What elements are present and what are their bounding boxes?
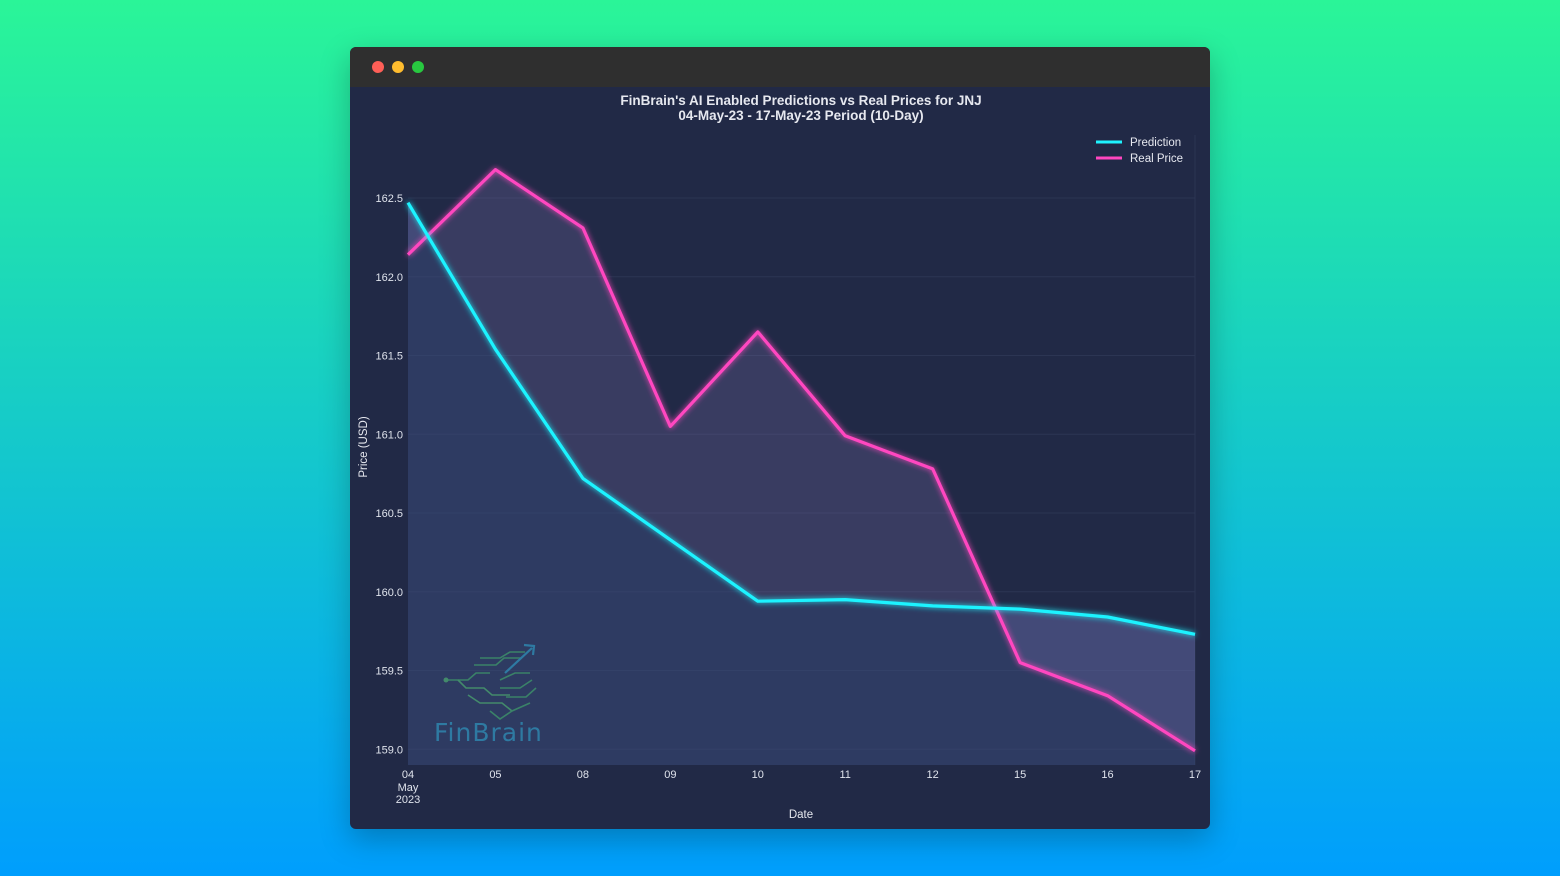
y-tick-label: 161.0 <box>375 429 403 441</box>
chart-title: FinBrain's AI Enabled Predictions vs Rea… <box>620 93 981 108</box>
brain-circuit-icon <box>447 643 537 720</box>
area-fills <box>408 169 1195 765</box>
y-tick-label: 159.5 <box>375 666 403 678</box>
y-axis-ticks: 159.0 159.5 160.0 160.5 161.0 161.5 162.0 162.5 <box>375 193 403 756</box>
real-price-point[interactable] <box>581 226 585 230</box>
y-tick-label: 159.0 <box>375 744 403 756</box>
real-price-point[interactable] <box>931 467 935 471</box>
close-button[interactable] <box>372 61 384 73</box>
x-tick-label-extra: 2023 <box>396 794 420 806</box>
series-lines <box>406 168 1197 753</box>
x-tick-label: 09 <box>664 769 676 781</box>
prediction-line[interactable] <box>406 201 1196 636</box>
real-price-point[interactable] <box>493 168 497 172</box>
prediction-point[interactable] <box>931 604 935 608</box>
prediction-point[interactable] <box>493 347 497 351</box>
x-tick-label: 15 <box>1014 769 1026 781</box>
prediction-gap-area <box>408 169 1195 751</box>
legend: Prediction Real Price <box>1096 137 1183 165</box>
x-tick-label: 16 <box>1101 769 1113 781</box>
x-tick-label: 04 <box>402 769 414 781</box>
prediction-point[interactable] <box>1018 607 1022 611</box>
x-tick-label: 05 <box>489 769 501 781</box>
price-chart: FinBrain's AI Enabled Predictions vs Rea… <box>358 93 1201 821</box>
legend-label-prediction[interactable]: Prediction <box>1130 137 1181 149</box>
real-price-point[interactable] <box>756 330 760 334</box>
finbrain-logo: FinBrain <box>434 643 543 747</box>
x-tick-label: 11 <box>840 769 851 781</box>
chart-window: FinBrain's AI Enabled Predictions vs Rea… <box>350 47 1210 829</box>
prediction-point[interactable] <box>668 538 672 542</box>
real-price-point[interactable] <box>668 424 672 428</box>
y-tick-label: 160.0 <box>375 587 403 599</box>
maximize-button[interactable] <box>412 61 424 73</box>
real-price-point[interactable] <box>1193 749 1197 753</box>
prediction-area <box>408 202 1195 765</box>
prediction-point[interactable] <box>843 598 847 602</box>
x-axis-label: Date <box>789 809 813 821</box>
x-tick-label: 08 <box>577 769 589 781</box>
chart-subtitle: 04-May-23 - 17-May-23 Period (10-Day) <box>678 108 923 123</box>
y-tick-label: 162.5 <box>375 193 403 205</box>
y-tick-label: 160.5 <box>375 508 403 520</box>
real-price-point[interactable] <box>1018 661 1022 665</box>
real-price-point[interactable] <box>1106 694 1110 698</box>
real-price-point[interactable] <box>843 434 847 438</box>
x-tick-label: 12 <box>927 769 939 781</box>
x-tick-label: 17 <box>1189 769 1201 781</box>
real-price-line[interactable] <box>406 168 1196 753</box>
prediction-point[interactable] <box>1193 632 1197 636</box>
prediction-point[interactable] <box>756 599 760 603</box>
real-price-area <box>408 169 1195 751</box>
y-tick-label: 162.0 <box>375 272 403 284</box>
real-price-point[interactable] <box>406 253 410 257</box>
prediction-point[interactable] <box>406 201 410 205</box>
legend-label-real-price[interactable]: Real Price <box>1130 153 1183 165</box>
prediction-point[interactable] <box>1106 615 1110 619</box>
x-tick-label: 10 <box>752 769 764 781</box>
y-axis-label: Price (USD) <box>358 416 370 478</box>
prediction-point[interactable] <box>581 476 585 480</box>
x-tick-label-extra: May <box>398 782 419 794</box>
window-titlebar <box>350 47 1210 87</box>
logo-wordmark: FinBrain <box>434 718 543 747</box>
y-tick-label: 161.5 <box>375 351 403 363</box>
minimize-button[interactable] <box>392 61 404 73</box>
